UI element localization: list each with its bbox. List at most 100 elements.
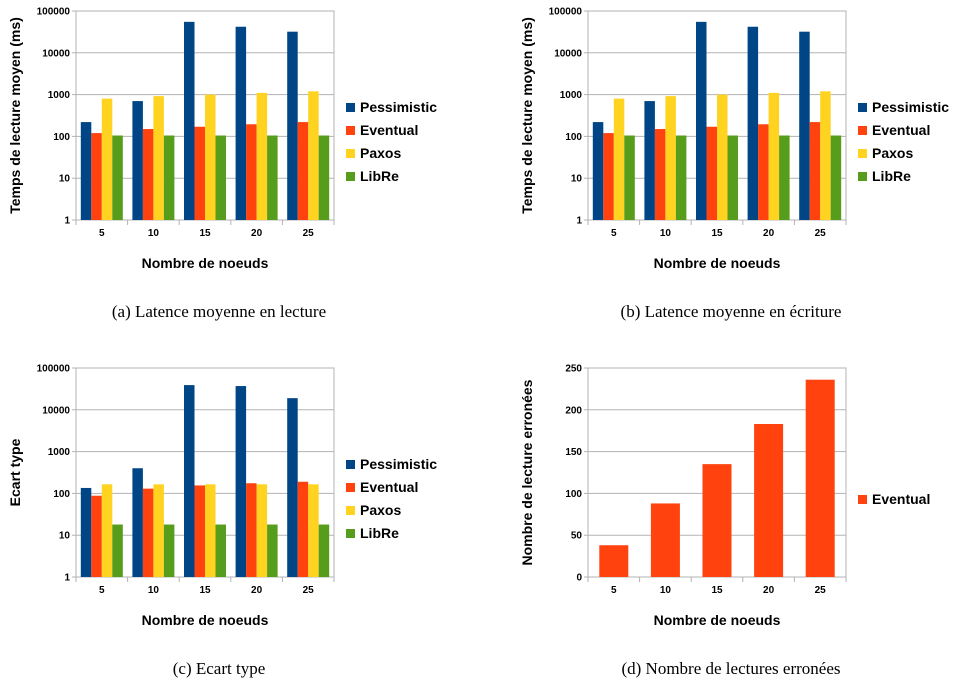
legend-label-eventual: Eventual	[360, 122, 418, 138]
x-tick-label: 10	[148, 228, 160, 239]
x-tick-label: 15	[711, 585, 723, 596]
x-tick-label: 10	[660, 228, 672, 239]
bar-pessimistic-15	[696, 21, 707, 220]
bar-pessimistic-20	[747, 26, 759, 220]
caption-b: (b) Latence moyenne en écriture	[620, 302, 842, 321]
bar-paxos-25	[308, 484, 319, 577]
legend-label-pessimistic: Pessimistic	[872, 99, 949, 115]
y-tick-label: 10000	[42, 405, 70, 416]
y-axis-title: Nombre de lecture erronées	[519, 379, 535, 565]
x-tick-label: 20	[251, 228, 263, 239]
bar-libre-15	[215, 135, 226, 220]
bar-eventual-10	[142, 488, 154, 577]
x-tick-label: 15	[711, 228, 723, 239]
legend-label-paxos: Paxos	[872, 145, 913, 161]
bar-pessimistic-25	[799, 31, 810, 221]
y-tick-label: 100000	[37, 364, 71, 375]
bar-libre-25	[318, 135, 330, 220]
y-axis-title: Temps de lecture moyen (ms)	[7, 17, 23, 214]
x-tick-label: 20	[763, 228, 775, 239]
bar-eventual-25	[297, 481, 309, 577]
x-tick-label: 15	[199, 585, 211, 596]
y-tick-label: 1000	[48, 447, 71, 458]
legend-swatch-paxos	[346, 506, 355, 515]
y-tick-label: 100	[565, 489, 582, 500]
chart-a: 1 10 100 1000 10000 100000 5 10 15 20 25 Nombre de …	[7, 7, 437, 272]
legend-label-libre: LibRe	[360, 168, 399, 184]
bar-paxos-25	[820, 91, 831, 220]
bar-libre-5	[112, 135, 123, 220]
bar-eventual-15	[706, 126, 717, 220]
legend-label-pessimistic: Pessimistic	[360, 456, 437, 472]
bar-paxos-15	[205, 94, 216, 220]
caption-c: (c) Ecart type	[172, 659, 266, 678]
bar-paxos-10	[153, 96, 164, 220]
y-tick-label: 1	[576, 216, 582, 227]
y-tick-label: 1000	[48, 90, 71, 101]
bar-eventual-10	[142, 129, 154, 220]
y-tick-label: 100	[53, 132, 70, 143]
bar-libre-15	[215, 524, 226, 577]
x-tick-label: 25	[815, 585, 827, 596]
bar-pessimistic-5	[80, 487, 92, 577]
bar-paxos-15	[717, 94, 728, 220]
y-tick-label: 10000	[42, 48, 70, 59]
bar-pessimistic-10	[132, 101, 143, 220]
bar-pessimistic-20	[235, 26, 247, 220]
bar-eventual-15	[702, 464, 732, 577]
y-axis-title: Temps de lecture moyen (ms)	[519, 17, 535, 214]
bar-pessimistic-15	[184, 385, 195, 577]
chart-b: 1 10 100 1000 10000 100000 5 10 15 20 25 Nombre de …	[519, 7, 949, 272]
legend-label-libre: LibRe	[360, 525, 399, 541]
bar-libre-20	[267, 524, 278, 577]
bar-libre-10	[163, 135, 175, 220]
y-tick-label: 10	[59, 531, 71, 542]
x-axis-title: Nombre de noeuds	[654, 612, 781, 628]
legend-swatch-libre	[858, 172, 867, 181]
x-tick-label: 20	[763, 585, 775, 596]
legend-label-eventual: Eventual	[360, 479, 418, 495]
bar-paxos-20	[256, 484, 268, 577]
x-tick-label: 10	[148, 585, 160, 596]
y-tick-label: 1	[64, 573, 70, 584]
legend-swatch-eventual	[346, 126, 355, 135]
legend-swatch-pessimistic	[346, 460, 355, 469]
x-tick-label: 5	[611, 228, 617, 239]
y-tick-label: 100000	[549, 7, 583, 18]
legend-label-eventual: Eventual	[872, 122, 930, 138]
bar-pessimistic-25	[287, 398, 298, 577]
bar-libre-10	[675, 135, 687, 220]
bar-eventual-25	[809, 122, 821, 220]
bar-eventual-15	[194, 126, 205, 220]
y-tick-label: 10	[59, 174, 71, 185]
x-tick-label: 5	[99, 585, 105, 596]
legend-label-paxos: Paxos	[360, 145, 401, 161]
bar-eventual-5	[91, 133, 102, 220]
legend-swatch-eventual	[346, 483, 355, 492]
legend-swatch-paxos	[858, 149, 867, 158]
bar-eventual-20	[754, 424, 784, 577]
legend-label-paxos: Paxos	[360, 502, 401, 518]
bar-eventual-10	[654, 129, 666, 220]
x-axis-title: Nombre de noeuds	[142, 612, 269, 628]
y-tick-label: 0	[576, 573, 582, 584]
y-tick-label: 1000	[560, 90, 583, 101]
bar-pessimistic-10	[644, 101, 655, 220]
legend-swatch-eventual	[858, 495, 867, 504]
legend-label-libre: LibRe	[872, 168, 911, 184]
y-tick-label: 100	[565, 132, 582, 143]
x-tick-label: 20	[251, 585, 263, 596]
bar-paxos-5	[613, 98, 625, 220]
bar-paxos-5	[101, 98, 113, 220]
chart-panel-a: 1 10 100 1000 10000 100000 5 10 15 20 25 Nombre de …	[0, 0, 476, 341]
bar-eventual-5	[603, 133, 614, 220]
x-axis-title: Nombre de noeuds	[654, 255, 781, 271]
x-axis-title: Nombre de noeuds	[142, 255, 269, 271]
legend-swatch-libre	[346, 529, 355, 538]
bar-paxos-10	[153, 484, 164, 577]
bar-libre-15	[727, 135, 738, 220]
y-tick-label: 1	[64, 216, 70, 227]
chart-d: 0 50 100 150 200 250 5 10 15 20 25 Nombre de noeuds…	[519, 364, 930, 629]
bar-libre-5	[112, 524, 123, 577]
caption-a: (a) Latence moyenne en lecture	[111, 302, 327, 321]
